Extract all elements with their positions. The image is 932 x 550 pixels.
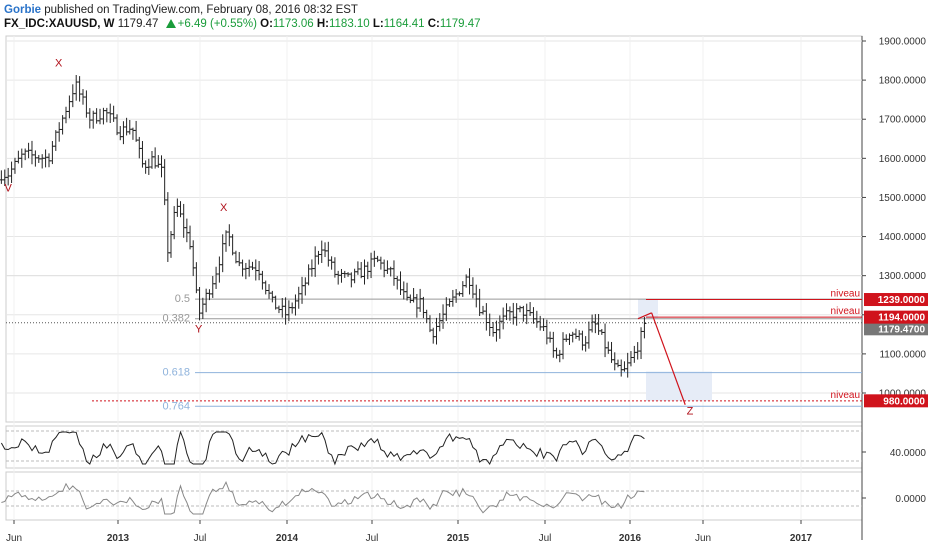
level-price-tag: 1239.0000 bbox=[878, 295, 926, 306]
level-price-tag-box bbox=[864, 394, 928, 408]
x-tick-label: 2013 bbox=[107, 533, 130, 544]
fib-label: 0.5 bbox=[175, 293, 190, 305]
open-label: O: bbox=[260, 18, 273, 30]
wave-label: Y bbox=[195, 323, 203, 335]
symbol-label: FX_IDC:XAUUSD, W bbox=[4, 18, 115, 30]
y-tick-label: 1500.0000 bbox=[879, 193, 927, 204]
x-tick-label: Jun bbox=[6, 533, 22, 544]
x-tick-label: Jun bbox=[695, 533, 711, 544]
level-label: niveau bbox=[831, 289, 860, 300]
price-axis: 1900.0000 1800.0000 1700.0000 1600.0000 1500… bbox=[862, 37, 928, 408]
wave-label: X bbox=[55, 57, 63, 69]
wave-label: X bbox=[220, 202, 228, 214]
y-tick-label: 1000.0000 bbox=[879, 389, 927, 400]
x-tick-label: 2016 bbox=[619, 533, 642, 544]
time-axis: Jun 2013 Jul 2014 Jul 2015 Jul 2016 Jun 2017 bbox=[6, 520, 813, 544]
x-tick-label: 2014 bbox=[276, 533, 299, 544]
open-value: 1173.06 bbox=[272, 18, 314, 30]
level-label: niveau bbox=[831, 390, 860, 401]
ohlc-line: FX_IDC:XAUUSD, W 1179.47 +6.49 (+0.55%) … bbox=[4, 17, 481, 31]
low-value: 1164.41 bbox=[383, 18, 425, 30]
y-tick-label: 1800.0000 bbox=[879, 76, 927, 87]
osc2-tick-label: 0.0000 bbox=[895, 494, 926, 505]
last-price-tag: 1179.4700 bbox=[878, 324, 925, 335]
high-value: 1183.10 bbox=[328, 18, 370, 30]
level-price-tag-box bbox=[864, 310, 928, 324]
close-label: C: bbox=[427, 18, 440, 30]
oscillator-1-line bbox=[0, 430, 645, 466]
publish-text: published on TradingView.com, February 0… bbox=[44, 4, 358, 16]
ohlc-bars bbox=[0, 75, 647, 378]
triangle-up-icon bbox=[165, 19, 176, 28]
osc1-tick-label: 40.0000 bbox=[890, 448, 927, 459]
fib-label: 0.764 bbox=[162, 400, 190, 412]
oscillators: 40.0000 0.0000 bbox=[0, 430, 927, 515]
y-tick-label: 1400.0000 bbox=[879, 232, 927, 243]
y-tick-label: 1600.0000 bbox=[879, 154, 927, 165]
main-panel bbox=[5, 35, 863, 423]
x-tick-label: Jul bbox=[194, 533, 207, 544]
fib-label: 0.618 bbox=[162, 367, 190, 379]
last-price: 1179.47 bbox=[117, 18, 159, 30]
last-price-tag-box bbox=[864, 322, 928, 336]
projection-line bbox=[637, 312, 652, 320]
y-tick-label: 1300.0000 bbox=[879, 271, 927, 282]
high-label: H: bbox=[316, 18, 329, 30]
level-price-tag: 1194.0000 bbox=[878, 313, 925, 324]
y-tick-label: 1900.0000 bbox=[879, 37, 927, 48]
level-price-tag: 980.0000 bbox=[883, 396, 925, 407]
fib-label: 0.382 bbox=[162, 313, 190, 325]
wave-label: Z bbox=[687, 406, 694, 418]
level-price-tag-box bbox=[864, 293, 928, 307]
author-name[interactable]: Gorbie bbox=[4, 4, 42, 16]
x-tick-label: 2015 bbox=[447, 533, 470, 544]
oscillator-panel-2 bbox=[5, 471, 863, 521]
x-tick-label: Jul bbox=[539, 533, 552, 544]
x-tick-label: Jul bbox=[366, 533, 379, 544]
zone-upper bbox=[638, 299, 658, 319]
horizontal-levels: 0.5 0.382 0.618 0.764 niveau niveau niveau bbox=[6, 275, 862, 412]
oscillator-2-line bbox=[1, 480, 645, 515]
panel-frames bbox=[5, 35, 863, 540]
level-label: niveau bbox=[831, 306, 860, 317]
wave-label: V bbox=[4, 183, 12, 195]
x-tick-label: 2017 bbox=[790, 533, 813, 544]
projection-line bbox=[651, 312, 686, 405]
y-tick-label: 1100.0000 bbox=[879, 349, 926, 360]
y-tick-label: 1700.0000 bbox=[879, 115, 927, 126]
price-change: +6.49 (+0.55%) bbox=[177, 18, 257, 30]
annotations: V X X Y Z bbox=[4, 57, 693, 417]
publish-line: Gorbie published on TradingView.com, Feb… bbox=[4, 3, 358, 17]
close-value: 1179.47 bbox=[439, 18, 481, 30]
low-label: L: bbox=[372, 18, 384, 30]
